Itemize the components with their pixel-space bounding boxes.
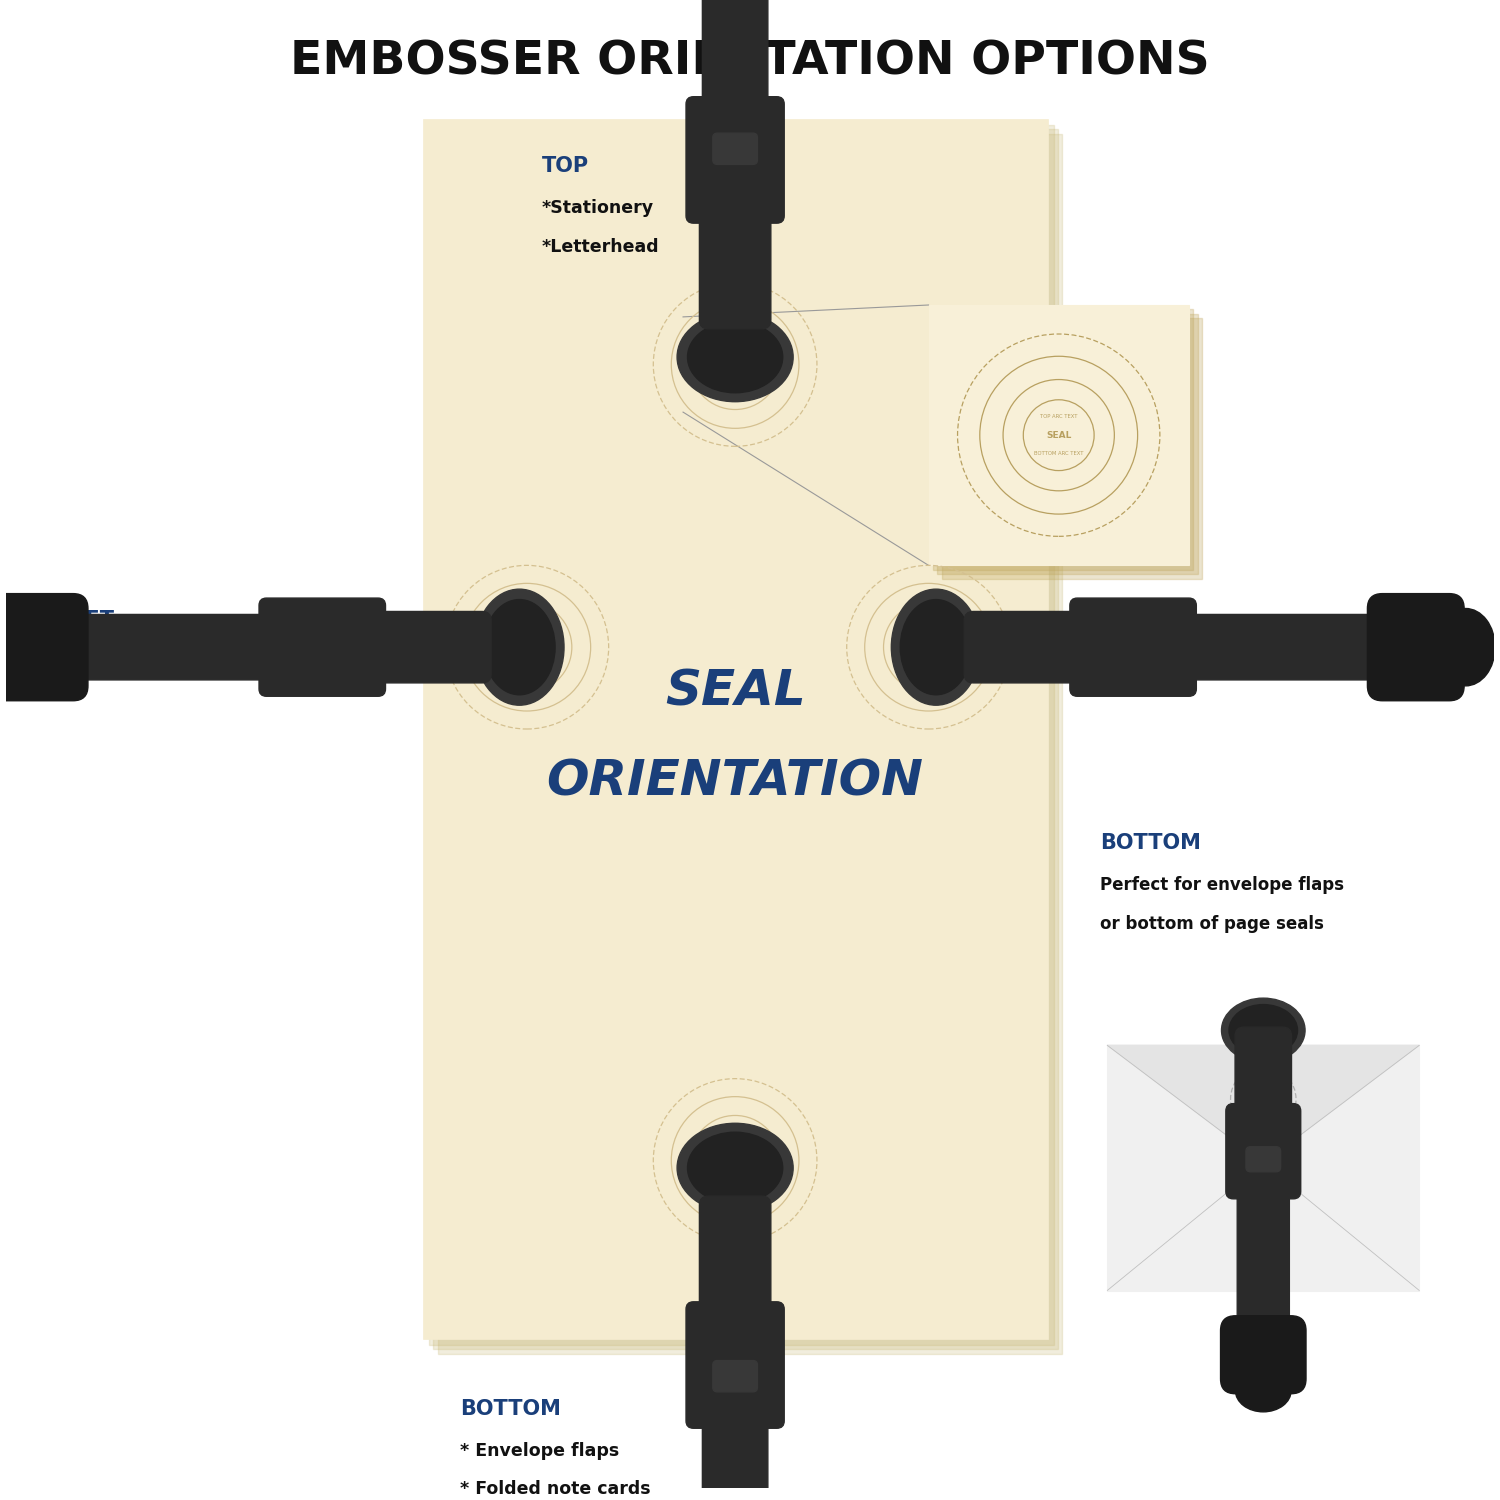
Bar	[423, 118, 1047, 1340]
Text: TOP ARC TEXT: TOP ARC TEXT	[509, 630, 546, 634]
Ellipse shape	[676, 312, 794, 402]
FancyBboxPatch shape	[1368, 594, 1464, 700]
Text: BOTTOM: BOTTOM	[460, 1398, 561, 1419]
Text: *Letterhead: *Letterhead	[542, 238, 660, 256]
Text: BOTTOM ARC TEXT: BOTTOM ARC TEXT	[503, 660, 552, 664]
Text: TOP ARC TEXT: TOP ARC TEXT	[717, 1143, 754, 1148]
FancyBboxPatch shape	[260, 598, 386, 696]
Text: or bottom of page seals: or bottom of page seals	[1100, 915, 1323, 933]
FancyBboxPatch shape	[1238, 1182, 1290, 1340]
Ellipse shape	[1221, 998, 1305, 1062]
Text: RIGHT: RIGHT	[1070, 610, 1142, 630]
Text: BOTTOM ARC TEXT: BOTTOM ARC TEXT	[904, 660, 954, 664]
Text: BOTTOM: BOTTOM	[1100, 833, 1200, 854]
Bar	[933, 309, 1194, 570]
Text: SEAL: SEAL	[1046, 430, 1071, 439]
Text: SEAL: SEAL	[1251, 1095, 1276, 1104]
Bar	[1107, 1046, 1419, 1290]
Text: TOP ARC TEXT: TOP ARC TEXT	[1040, 414, 1077, 420]
FancyBboxPatch shape	[712, 134, 758, 165]
FancyBboxPatch shape	[1180, 615, 1390, 680]
Text: *Stationery: *Stationery	[542, 200, 654, 217]
Ellipse shape	[1436, 609, 1496, 686]
FancyBboxPatch shape	[369, 612, 490, 682]
Text: TOP ARC TEXT: TOP ARC TEXT	[1245, 1090, 1282, 1096]
FancyBboxPatch shape	[712, 1360, 758, 1392]
Text: Perfect for envelope flaps: Perfect for envelope flaps	[1100, 876, 1344, 894]
FancyBboxPatch shape	[64, 615, 276, 680]
FancyBboxPatch shape	[702, 0, 768, 112]
Ellipse shape	[0, 609, 20, 686]
FancyBboxPatch shape	[0, 594, 88, 700]
Ellipse shape	[483, 600, 555, 694]
Text: *Not Common: *Not Common	[58, 652, 194, 670]
Polygon shape	[1107, 1046, 1419, 1162]
Text: BOTTOM ARC TEXT: BOTTOM ARC TEXT	[1034, 452, 1083, 456]
Bar	[928, 304, 1190, 566]
FancyBboxPatch shape	[686, 1302, 784, 1428]
Ellipse shape	[687, 321, 783, 393]
Text: BOTTOM ARC TEXT: BOTTOM ARC TEXT	[711, 1173, 760, 1178]
Bar	[942, 318, 1203, 579]
Ellipse shape	[1236, 1370, 1292, 1411]
FancyBboxPatch shape	[699, 1196, 771, 1318]
Ellipse shape	[687, 1132, 783, 1203]
FancyBboxPatch shape	[702, 1412, 768, 1500]
Bar	[429, 124, 1053, 1346]
Ellipse shape	[891, 590, 981, 705]
Text: * Envelope flaps: * Envelope flaps	[460, 1442, 620, 1460]
Text: SEAL: SEAL	[723, 1156, 748, 1166]
Text: * Folded note cards: * Folded note cards	[460, 1480, 651, 1498]
FancyBboxPatch shape	[699, 207, 771, 328]
Ellipse shape	[676, 1124, 794, 1212]
Text: * Book page: * Book page	[1070, 652, 1188, 670]
Ellipse shape	[1228, 1005, 1298, 1056]
FancyBboxPatch shape	[1246, 1148, 1281, 1172]
FancyBboxPatch shape	[1070, 598, 1197, 696]
Bar	[938, 314, 1198, 574]
Ellipse shape	[476, 590, 564, 705]
Text: EMBOSSER ORIENTATION OPTIONS: EMBOSSER ORIENTATION OPTIONS	[290, 40, 1210, 86]
Text: LEFT: LEFT	[58, 610, 114, 630]
Text: SEAL: SEAL	[723, 360, 748, 369]
Text: ORIENTATION: ORIENTATION	[546, 758, 924, 806]
FancyBboxPatch shape	[1234, 1028, 1292, 1120]
Bar	[433, 129, 1058, 1350]
Text: SEAL: SEAL	[916, 642, 940, 651]
Text: BOTTOM ARC TEXT: BOTTOM ARC TEXT	[711, 376, 760, 381]
FancyBboxPatch shape	[1226, 1104, 1300, 1198]
FancyBboxPatch shape	[1221, 1316, 1306, 1394]
Text: BOTTOM ARC TEXT: BOTTOM ARC TEXT	[1239, 1102, 1288, 1107]
FancyBboxPatch shape	[964, 612, 1086, 682]
Ellipse shape	[900, 600, 972, 694]
Text: TOP ARC TEXT: TOP ARC TEXT	[910, 630, 948, 634]
Text: SEAL: SEAL	[664, 668, 806, 716]
Text: TOP: TOP	[542, 156, 590, 176]
Text: SEAL: SEAL	[514, 642, 540, 651]
Text: TOP ARC TEXT: TOP ARC TEXT	[717, 348, 754, 352]
FancyBboxPatch shape	[686, 96, 784, 224]
Bar	[438, 134, 1062, 1354]
